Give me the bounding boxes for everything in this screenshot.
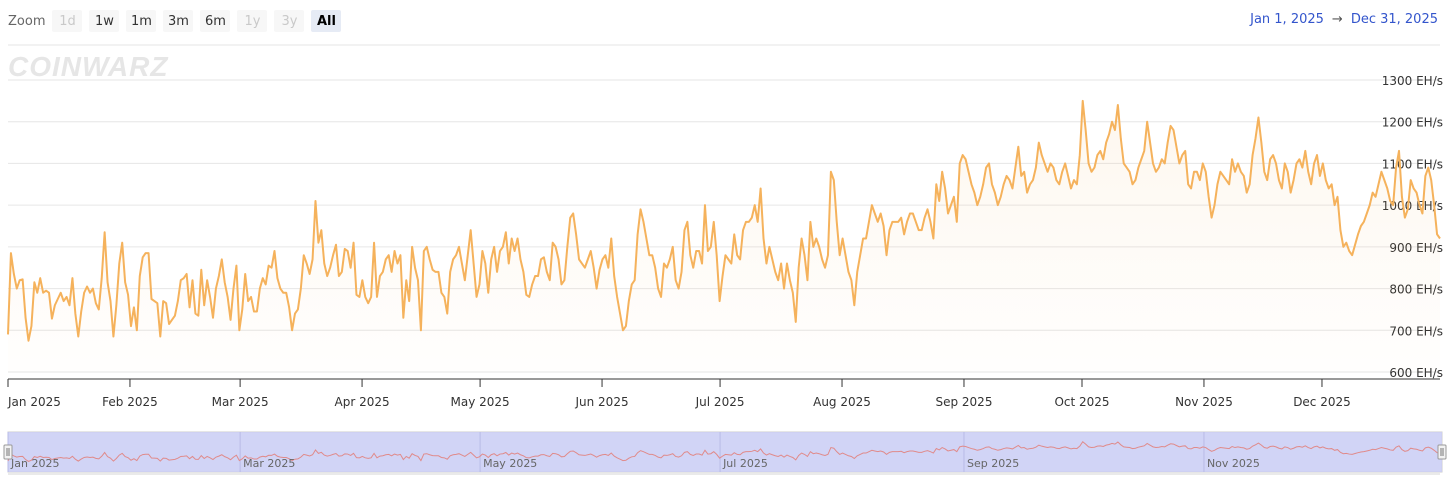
y-tick-label: 1100 EH/s [1382, 157, 1443, 171]
navigator-tick-label: Nov 2025 [1207, 457, 1260, 470]
range-from-date[interactable]: Jan 1, 2025 [1250, 12, 1324, 27]
x-tick-label: Nov 2025 [1175, 395, 1233, 409]
navigator-series-line [7, 440, 1441, 462]
zoom-6m-button[interactable]: 6m [200, 10, 231, 32]
zoom-1w-button[interactable]: 1w [89, 10, 120, 32]
navigator-tick-label: Mar 2025 [243, 457, 295, 470]
x-tick-label: May 2025 [451, 395, 510, 409]
navigator-grid [7, 432, 1205, 472]
range-to-date[interactable]: Dec 31, 2025 [1350, 12, 1438, 27]
x-tick-label: Apr 2025 [335, 395, 390, 409]
x-tick-label: Feb 2025 [102, 395, 158, 409]
navigator-tick-label: May 2025 [483, 457, 537, 470]
zoom-3y-button[interactable]: 3y [274, 10, 305, 32]
navigator-labels: Jan 2025 Mar 2025 May 2025 Jul 2025 Sep 2025… [10, 457, 1260, 470]
x-tick-label: Jan 2025 [7, 395, 61, 409]
x-tick-label: Jun 2025 [574, 395, 628, 409]
x-axis-ticks: Jan 2025 Feb 2025 Mar 2025 Apr 2025 May 2025… [7, 379, 1351, 409]
y-tick-label: 1200 EH/s [1382, 116, 1443, 130]
zoom-3m-button[interactable]: 3m [163, 10, 194, 32]
zoom-1d-button[interactable]: 1d [52, 10, 83, 32]
x-tick-label: Aug 2025 [813, 395, 871, 409]
x-tick-label: Jul 2025 [695, 395, 745, 409]
x-tick-label: Oct 2025 [1054, 395, 1109, 409]
navigator-tick-label: Sep 2025 [967, 457, 1019, 470]
zoom-toolbar: Zoom 1d 1w 1m 3m 6m 1y 3y All [8, 10, 348, 32]
zoom-1m-button[interactable]: 1m [126, 10, 157, 32]
x-tick-label: Sep 2025 [935, 395, 992, 409]
zoom-1y-button[interactable]: 1y [237, 10, 268, 32]
y-tick-label: 1300 EH/s [1382, 74, 1443, 88]
date-range-display: Jan 1, 2025 → Dec 31, 2025 [1250, 12, 1438, 27]
navigator-right-handle[interactable] [1437, 444, 1447, 460]
series-area [8, 100, 1440, 373]
x-tick-label: Mar 2025 [212, 395, 269, 409]
navigator-tick-label: Jan 2025 [10, 457, 59, 470]
coinwarz-watermark: COINWARZ [8, 51, 168, 82]
range-arrow: → [1331, 12, 1343, 27]
navigator[interactable]: Jan 2025 Mar 2025 May 2025 Jul 2025 Sep 2025… [3, 431, 1447, 475]
x-tick-label: Dec 2025 [1293, 395, 1351, 409]
navigator-selection[interactable] [8, 432, 1442, 472]
navigator-left-handle[interactable] [3, 444, 13, 460]
zoom-label: Zoom [8, 13, 46, 29]
series-line [7, 99, 1441, 342]
navigator-tick-label: Jul 2025 [722, 457, 768, 470]
zoom-all-button[interactable]: All [311, 10, 342, 32]
